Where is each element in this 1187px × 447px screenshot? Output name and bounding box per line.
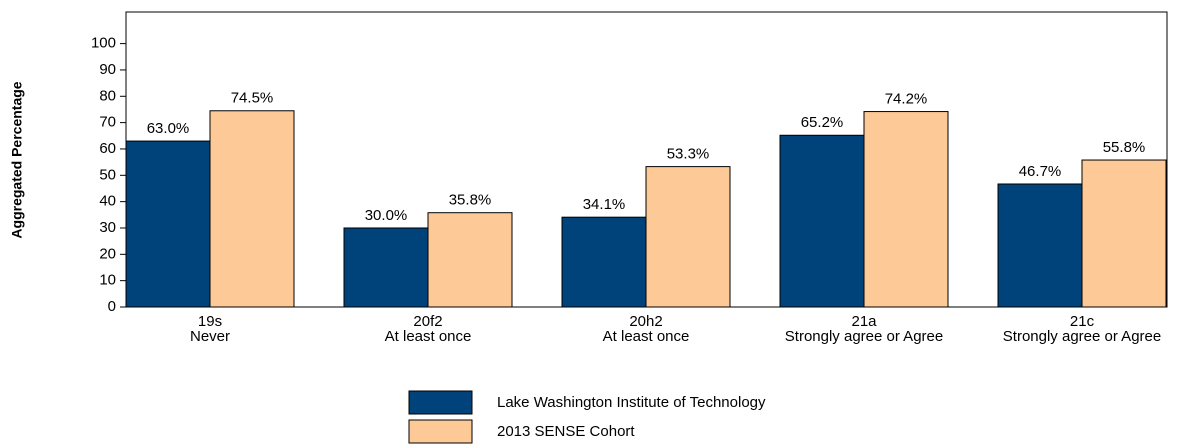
value-label: 30.0% xyxy=(365,207,408,224)
bar xyxy=(645,166,731,308)
value-label: 65.2% xyxy=(801,114,844,131)
y-tick-label: 10 xyxy=(99,272,116,289)
value-label: 53.3% xyxy=(667,146,710,163)
bar xyxy=(343,227,429,308)
x-tick-label: Strongly agree or Agree xyxy=(1003,328,1161,345)
bar xyxy=(1081,159,1167,308)
y-tick-label: 80 xyxy=(99,87,116,104)
bar xyxy=(863,111,949,308)
y-axis-title: Aggregated Percentage xyxy=(9,81,25,238)
value-label: 55.8% xyxy=(1103,139,1146,156)
x-tick-label: 21a xyxy=(851,313,877,330)
legend-swatch xyxy=(408,419,473,444)
value-label: 63.0% xyxy=(147,120,190,137)
bar xyxy=(997,183,1083,308)
value-label: 74.2% xyxy=(885,91,928,108)
bar xyxy=(427,212,513,308)
y-tick-label: 70 xyxy=(99,114,116,131)
x-tick-label: 20f2 xyxy=(413,313,442,330)
y-tick-label: 20 xyxy=(99,245,116,262)
legend-label: 2013 SENSE Cohort xyxy=(497,423,635,440)
bar xyxy=(779,134,865,308)
y-tick-label: 0 xyxy=(108,298,116,315)
y-tick-label: 50 xyxy=(99,166,116,183)
y-tick-label: 40 xyxy=(99,193,116,210)
value-label: 46.7% xyxy=(1019,163,1062,180)
x-tick-label: Strongly agree or Agree xyxy=(785,328,943,345)
y-tick-label: 30 xyxy=(99,219,116,236)
bar xyxy=(125,140,211,308)
x-tick-label: At least once xyxy=(385,328,472,345)
value-label: 35.8% xyxy=(449,192,492,209)
bar xyxy=(209,110,295,308)
legend-label: Lake Washington Institute of Technology xyxy=(497,394,766,411)
y-tick-label: 90 xyxy=(99,61,116,78)
x-tick-label: 20h2 xyxy=(629,313,662,330)
x-tick-label: Never xyxy=(190,328,230,345)
value-label: 74.5% xyxy=(231,90,274,107)
y-tick-label: 60 xyxy=(99,140,116,157)
y-tick-label: 100 xyxy=(91,35,116,52)
x-tick-label: At least once xyxy=(603,328,690,345)
x-tick-label: 19s xyxy=(198,313,222,330)
bar xyxy=(561,216,647,308)
legend-swatch xyxy=(408,390,473,415)
x-tick-label: 21c xyxy=(1070,313,1095,330)
value-label: 34.1% xyxy=(583,196,626,213)
